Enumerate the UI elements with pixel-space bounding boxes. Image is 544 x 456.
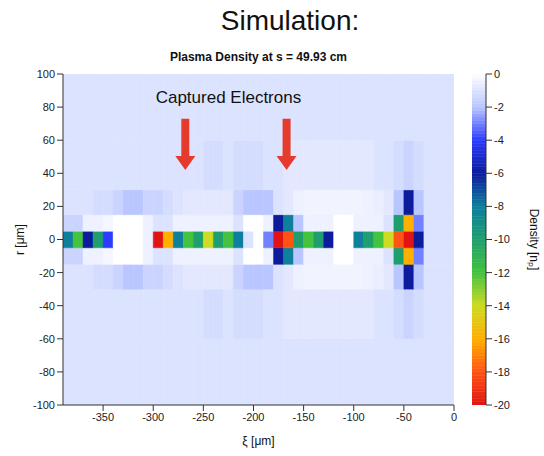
svg-text:60: 60 — [43, 134, 55, 146]
svg-text:-50: -50 — [396, 411, 412, 423]
svg-text:-20: -20 — [494, 399, 510, 411]
svg-text:-18: -18 — [494, 366, 510, 378]
svg-text:r [μm]: r [μm] — [13, 224, 27, 255]
svg-text:Density [nₚ]: Density [nₚ] — [527, 209, 541, 271]
svg-text:-2: -2 — [494, 101, 504, 113]
svg-text:-100: -100 — [343, 411, 365, 423]
svg-text:-20: -20 — [39, 267, 55, 279]
svg-text:0: 0 — [451, 411, 457, 423]
svg-text:-12: -12 — [494, 267, 510, 279]
html-text:Simulation:: Simulation: — [220, 5, 360, 36]
svg-text:-150: -150 — [293, 411, 315, 423]
svg-text:-10: -10 — [494, 233, 510, 245]
svg-text:80: 80 — [43, 101, 55, 113]
svg-text:-4: -4 — [494, 134, 504, 146]
svg-text:0: 0 — [49, 233, 55, 245]
svg-text:-350: -350 — [92, 411, 114, 423]
svg-text:-6: -6 — [494, 167, 504, 179]
svg-text:-80: -80 — [39, 366, 55, 378]
svg-text:-40: -40 — [39, 300, 55, 312]
svg-text:20: 20 — [43, 200, 55, 212]
svg-text:-300: -300 — [142, 411, 164, 423]
html-text:Plasma Density at s = 49.93 cm: Plasma Density at s = 49.93 cm — [169, 50, 347, 64]
svg-text:-16: -16 — [494, 333, 510, 345]
svg-text:-60: -60 — [39, 333, 55, 345]
svg-text:-8: -8 — [494, 200, 504, 212]
svg-text:Captured Electrons: Captured Electrons — [156, 88, 302, 107]
svg-text:-100: -100 — [33, 399, 55, 411]
svg-text:-250: -250 — [192, 411, 214, 423]
svg-text:100: 100 — [37, 68, 55, 80]
svg-text:-200: -200 — [242, 411, 264, 423]
svg-text:0: 0 — [494, 68, 500, 80]
svg-text:-14: -14 — [494, 300, 510, 312]
svg-text:40: 40 — [43, 167, 55, 179]
svg-text:ξ [μm]: ξ [μm] — [242, 434, 274, 448]
